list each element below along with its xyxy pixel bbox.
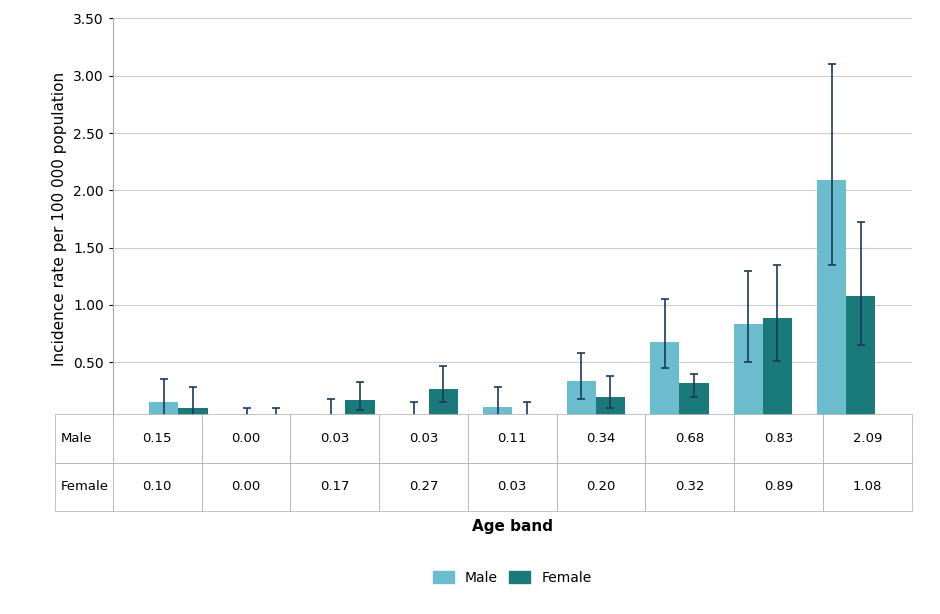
Bar: [149, 402, 179, 419]
Legend: Male, Female: Male, Female: [428, 565, 597, 590]
Bar: [567, 381, 596, 419]
Y-axis label: Incidence rate per 100 000 population: Incidence rate per 100 000 population: [53, 72, 68, 366]
Bar: [179, 408, 208, 419]
Bar: [483, 407, 512, 419]
Bar: [846, 296, 875, 419]
Bar: [345, 400, 374, 419]
Bar: [680, 383, 709, 419]
Bar: [512, 416, 541, 419]
Text: Age band: Age band: [472, 519, 553, 534]
Bar: [733, 324, 762, 419]
Bar: [817, 180, 846, 419]
Bar: [596, 397, 625, 419]
Bar: [316, 416, 345, 419]
Bar: [762, 317, 792, 419]
Bar: [650, 341, 680, 419]
Bar: [429, 389, 458, 419]
Bar: [400, 416, 429, 419]
